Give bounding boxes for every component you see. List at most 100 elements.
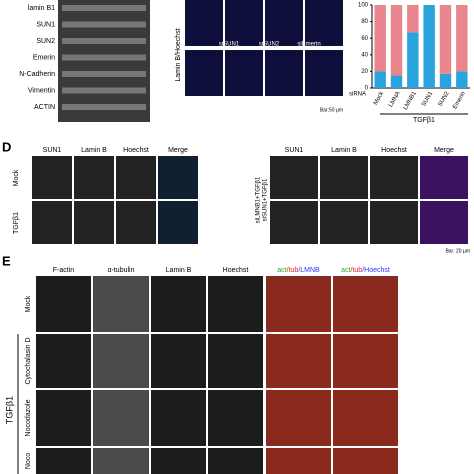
header-part: act bbox=[277, 267, 286, 274]
micrograph bbox=[333, 276, 398, 332]
micrograph bbox=[305, 0, 343, 46]
bar-segment bbox=[374, 5, 386, 72]
micrograph bbox=[370, 156, 418, 199]
micrograph bbox=[74, 201, 114, 244]
x-tick-label: Mock bbox=[373, 90, 386, 106]
bar-segment bbox=[374, 71, 386, 88]
column-header: α-tubulin bbox=[107, 267, 134, 274]
x-tick-label: Emerin bbox=[452, 91, 467, 110]
column-header: Hoechst bbox=[223, 267, 249, 274]
column-header: Merge bbox=[434, 147, 454, 154]
micrograph bbox=[36, 448, 91, 474]
blot-band bbox=[62, 104, 146, 110]
y-tick-label: 100 bbox=[358, 3, 369, 9]
row-label: siSUN1+TGFβ1 bbox=[263, 178, 269, 221]
x-tick-label: SUN2 bbox=[437, 90, 451, 107]
bar-segment bbox=[423, 5, 435, 88]
micrograph bbox=[151, 276, 206, 332]
micrograph bbox=[185, 50, 223, 96]
micrograph bbox=[116, 201, 156, 244]
micrograph bbox=[208, 390, 263, 446]
scale-bar: Bar:50 μm bbox=[320, 107, 343, 113]
micrograph bbox=[36, 334, 91, 388]
micrograph bbox=[158, 156, 198, 199]
blot-band bbox=[62, 21, 146, 28]
column-header: Lamin B bbox=[166, 267, 192, 274]
y-tick-label: 0 bbox=[365, 86, 369, 92]
micrograph bbox=[93, 334, 149, 388]
micrograph bbox=[333, 448, 398, 474]
y-tick-label: 80 bbox=[361, 19, 368, 25]
blot-label: SUN1 bbox=[36, 21, 55, 28]
micrograph bbox=[266, 276, 331, 332]
micrograph bbox=[32, 156, 72, 199]
micrograph bbox=[151, 448, 206, 474]
micrograph bbox=[208, 448, 263, 474]
x-axis-label: siRNA bbox=[349, 92, 366, 98]
header-part: /tub bbox=[351, 267, 363, 274]
micrograph bbox=[320, 156, 368, 199]
blot-band bbox=[62, 38, 146, 44]
micrograph bbox=[370, 201, 418, 244]
row-label: TGFβ1 bbox=[13, 212, 20, 234]
micrograph bbox=[225, 50, 263, 96]
group-label: TGFβ1 bbox=[413, 117, 435, 124]
bar-segment bbox=[439, 73, 452, 88]
micrograph bbox=[151, 334, 206, 388]
row-label: Mock bbox=[25, 295, 32, 312]
blot-label: ACTIN bbox=[34, 104, 55, 111]
micrograph bbox=[320, 201, 368, 244]
y-tick-label: 40 bbox=[361, 52, 368, 58]
header-part: /tub bbox=[287, 267, 299, 274]
panel-letter: D bbox=[2, 139, 11, 154]
header-part: act bbox=[341, 267, 350, 274]
bar-segment bbox=[439, 5, 452, 74]
micrograph bbox=[270, 156, 318, 199]
column-header: act/tub/Hoechst bbox=[341, 267, 390, 274]
column-header: SUN1 bbox=[43, 147, 62, 154]
column-header: Lamin B bbox=[331, 147, 357, 154]
micrograph bbox=[185, 0, 223, 46]
header-part: /LMNB bbox=[298, 267, 320, 274]
micrograph bbox=[333, 390, 398, 446]
micrograph bbox=[265, 50, 303, 96]
column-header: Lamin B bbox=[81, 147, 107, 154]
row-label: Noco bbox=[25, 453, 32, 469]
blot-label: lamin B1 bbox=[28, 5, 55, 12]
y-tick-label: 20 bbox=[361, 69, 368, 75]
panel-letter: E bbox=[2, 253, 11, 268]
x-tick-label: LMNB1 bbox=[403, 90, 419, 111]
micrograph bbox=[420, 156, 468, 199]
image-caption: siSUN1 bbox=[219, 42, 240, 48]
micrograph bbox=[36, 390, 91, 446]
bar-segment bbox=[456, 71, 468, 88]
micrograph bbox=[74, 156, 114, 199]
micrograph bbox=[116, 156, 156, 199]
micrograph bbox=[305, 50, 343, 96]
blot-label: N-Cadherin bbox=[19, 71, 55, 78]
bar-segment bbox=[390, 75, 403, 88]
column-header: F-actin bbox=[53, 267, 75, 274]
bar-segment bbox=[407, 5, 419, 33]
row-label: Cytochalasin D bbox=[25, 337, 32, 384]
blot-band bbox=[62, 71, 146, 77]
micrograph bbox=[266, 390, 331, 446]
micrograph bbox=[36, 276, 91, 332]
bar-segment bbox=[456, 5, 468, 72]
micrograph bbox=[270, 201, 318, 244]
micrograph bbox=[93, 448, 149, 474]
micrograph bbox=[333, 334, 398, 388]
micrograph bbox=[208, 276, 263, 332]
column-header: Merge bbox=[168, 147, 188, 154]
blot-band bbox=[62, 87, 146, 94]
row-label: Lamin B/Hoechst bbox=[175, 28, 182, 81]
column-header: Hoechst bbox=[123, 147, 149, 154]
blot-band bbox=[62, 5, 146, 11]
blot-label: Emerin bbox=[33, 54, 55, 61]
micrograph bbox=[93, 276, 149, 332]
scale-bar: Bar: 20 μm bbox=[445, 248, 470, 254]
micrograph bbox=[225, 0, 263, 46]
micrograph bbox=[32, 201, 72, 244]
bar-segment bbox=[390, 5, 403, 76]
